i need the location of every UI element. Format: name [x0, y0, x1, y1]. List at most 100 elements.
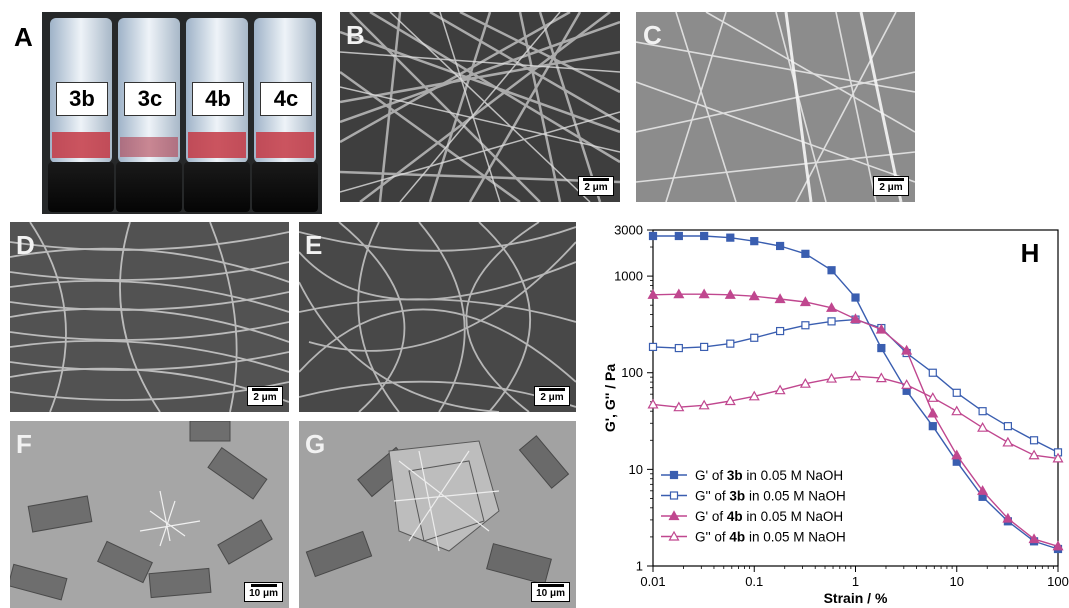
vial-label-4b: 4b: [192, 82, 244, 116]
data-point: [801, 249, 810, 258]
vial-label-3b: 3b: [56, 82, 108, 116]
sem-fibres-c: [636, 12, 915, 202]
data-point: [648, 231, 658, 241]
data-point: [1052, 452, 1064, 463]
data-point: [1002, 436, 1014, 447]
y-tick-label: 3000: [614, 223, 643, 238]
data-point: [927, 392, 939, 402]
panel-label-a: A: [14, 22, 33, 52]
data-point: [799, 296, 811, 307]
data-point: [674, 343, 683, 353]
data-point: [698, 399, 710, 410]
y-tick-label: 100: [621, 365, 643, 380]
panel-e-sem-image: 2 μm: [299, 222, 576, 412]
panel-label-f: F: [16, 429, 32, 459]
panel-a-vials-photo: 3b 3c 4b 4c: [42, 12, 322, 214]
panel-label-b: B: [346, 20, 365, 50]
x-tick-label: 0.1: [745, 574, 763, 589]
data-point: [1029, 436, 1039, 445]
data-point: [748, 290, 760, 301]
series-1: [648, 231, 1063, 554]
series-3: [647, 288, 1064, 551]
scale-bar-d: 2 μm: [247, 386, 283, 406]
sem-plates-f: [10, 421, 289, 608]
scale-bar-f: 10 μm: [244, 582, 283, 602]
data-point: [875, 323, 887, 334]
sem-fibres-b: [340, 12, 620, 202]
data-point: [851, 293, 860, 302]
x-tick-label: 100: [1047, 574, 1069, 589]
data-point: [849, 313, 862, 324]
x-tick-label: 0.01: [640, 574, 665, 589]
data-point: [724, 289, 736, 299]
scale-bar-g: 10 μm: [531, 582, 570, 602]
data-point: [748, 390, 760, 401]
legend: G' of 3b in 0.05 M NaOH G'' of 3b in 0.05…: [661, 468, 846, 545]
legend-text: G'' of 3b in 0.05 M NaOH: [695, 489, 846, 504]
scale-bar-c: 2 μm: [873, 176, 909, 196]
data-point: [849, 370, 862, 381]
data-point: [977, 421, 989, 432]
legend-marker: [669, 470, 679, 480]
panel-b-sem-image: 2 μm: [340, 12, 620, 202]
data-point: [724, 395, 736, 406]
data-point: [700, 231, 709, 241]
data-point: [698, 288, 710, 299]
data-point: [774, 293, 786, 304]
legend-text: G' of 3b in 0.05 M NaOH: [695, 468, 843, 483]
panel-f-sem-image: 10 μm: [10, 421, 289, 608]
data-point: [1028, 533, 1040, 544]
data-point: [928, 368, 937, 377]
data-point: [951, 405, 963, 416]
vials-illustration: [42, 12, 322, 214]
y-tick-label: 1: [636, 559, 643, 574]
data-point: [1002, 512, 1014, 523]
data-point: [826, 302, 838, 312]
data-point: [774, 384, 786, 395]
data-point: [648, 342, 658, 352]
data-point: [927, 407, 939, 418]
vial-label-4c: 4c: [260, 82, 312, 116]
data-point: [775, 241, 785, 251]
panel-c-sem-image: 2 μm: [636, 12, 915, 202]
scale-bar-b: 2 μm: [578, 176, 614, 196]
scale-bar-e: 2 μm: [534, 386, 570, 406]
data-point: [901, 379, 913, 389]
data-point: [726, 233, 735, 242]
data-point: [877, 343, 886, 353]
data-point: [977, 485, 989, 495]
data-point: [1003, 422, 1012, 431]
data-point: [673, 288, 685, 299]
panel-label-g: G: [305, 429, 326, 459]
series-2: [648, 315, 1063, 457]
data-point: [901, 344, 913, 355]
series-line: [652, 318, 1059, 454]
data-point: [1052, 540, 1064, 551]
legend-marker: [669, 491, 679, 500]
data-point: [827, 266, 836, 275]
data-point: [978, 407, 987, 416]
series-4: [647, 370, 1064, 463]
legend-marker: [668, 530, 680, 541]
panel-label-e: E: [305, 230, 323, 260]
data-point: [750, 237, 759, 246]
data-point: [801, 321, 810, 330]
x-axis-label: Strain / %: [824, 590, 888, 606]
data-point: [647, 289, 659, 299]
data-point: [775, 326, 785, 336]
data-point: [673, 401, 685, 412]
data-point: [827, 317, 836, 326]
y-axis-label: G', G'' / Pa: [602, 364, 618, 433]
legend-item: G' of 4b in 0.05 M NaOH: [661, 509, 843, 524]
panel-label-c: C: [643, 20, 662, 50]
vial-label-3c: 3c: [124, 82, 176, 116]
data-point: [799, 377, 811, 388]
data-point: [726, 339, 735, 348]
series-line: [652, 375, 1059, 460]
legend-text: G' of 4b in 0.05 M NaOH: [695, 509, 843, 524]
data-point: [674, 231, 683, 241]
data-point: [875, 372, 887, 383]
panel-label-h: H: [1021, 238, 1040, 268]
x-tick-label: 1: [852, 574, 859, 589]
legend-item: G' of 3b in 0.05 M NaOH: [661, 468, 843, 483]
